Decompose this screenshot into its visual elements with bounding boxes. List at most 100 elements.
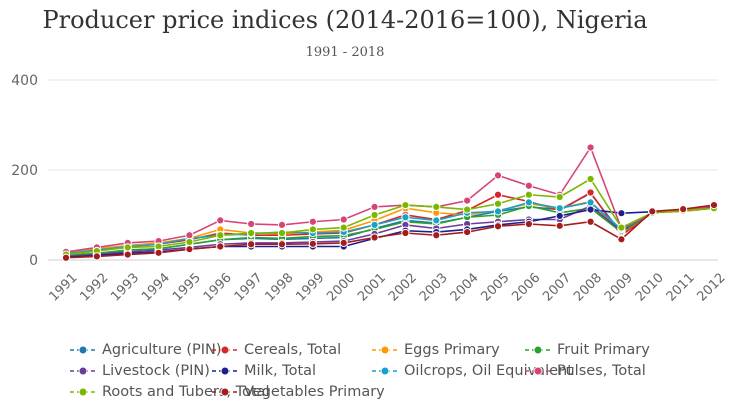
data-point[interactable] — [308, 217, 317, 226]
data-point[interactable] — [185, 237, 194, 247]
legend-item[interactable]: Vegetables Primary — [212, 384, 385, 400]
legend-item[interactable]: Fruit Primary — [525, 342, 650, 358]
data-point[interactable] — [493, 171, 503, 180]
data-point[interactable] — [555, 221, 564, 230]
legend-item[interactable]: Pulses, Total — [525, 363, 646, 379]
x-tick-label: 2012 — [695, 271, 729, 305]
x-tick-label: 2006 — [509, 271, 543, 305]
legend-label: Fruit Primary — [557, 342, 650, 358]
data-point[interactable] — [308, 239, 317, 248]
data-point[interactable] — [493, 190, 503, 199]
data-point[interactable] — [370, 233, 379, 242]
data-point[interactable] — [401, 201, 410, 210]
data-point[interactable] — [61, 253, 71, 262]
data-point[interactable] — [617, 235, 626, 244]
data-point[interactable] — [370, 210, 379, 220]
legend-label: Pulses, Total — [557, 363, 646, 379]
data-point[interactable] — [92, 252, 101, 261]
legend-label: Eggs Primary — [404, 342, 500, 358]
data-point[interactable] — [185, 231, 194, 240]
data-point[interactable] — [524, 198, 533, 207]
data-point[interactable] — [493, 207, 503, 216]
data-point[interactable] — [679, 205, 688, 214]
data-point[interactable] — [586, 143, 595, 152]
legend-item[interactable]: Cereals, Total — [212, 342, 341, 358]
legend-item[interactable]: Livestock (PIN) — [70, 363, 210, 379]
data-point[interactable] — [216, 242, 225, 251]
legend-label: Milk, Total — [244, 363, 317, 379]
legend-swatch-icon — [372, 345, 398, 355]
data-point[interactable] — [524, 219, 533, 229]
data-point[interactable] — [463, 205, 472, 214]
data-point[interactable] — [247, 240, 256, 249]
data-point[interactable] — [586, 205, 595, 214]
x-tick-label: 2010 — [633, 271, 667, 305]
data-point[interactable] — [586, 198, 595, 207]
data-point[interactable] — [123, 250, 132, 259]
data-point[interactable] — [555, 211, 564, 220]
legend-item[interactable]: Roots and Tubers, Total — [70, 384, 269, 400]
data-point[interactable] — [401, 228, 410, 238]
x-tick-label: 1996 — [201, 271, 235, 305]
data-point[interactable] — [493, 199, 503, 208]
data-point[interactable] — [339, 223, 348, 232]
x-tick-label: 1992 — [77, 271, 111, 305]
data-point[interactable] — [277, 228, 287, 238]
data-point[interactable] — [432, 202, 441, 211]
legend-item[interactable]: Oilcrops, Oil Equivalent — [372, 363, 573, 379]
data-point[interactable] — [648, 207, 657, 216]
chart-title: Producer price indices (2014-2016=100), … — [42, 6, 648, 34]
legend-swatch-icon — [212, 345, 238, 355]
data-point[interactable] — [709, 201, 719, 210]
x-tick-label: 2008 — [571, 271, 605, 305]
legend-label: Cereals, Total — [244, 342, 342, 358]
data-point[interactable] — [247, 228, 256, 238]
legend-item[interactable]: Eggs Primary — [372, 342, 500, 358]
data-point[interactable] — [555, 192, 564, 202]
data-point[interactable] — [617, 209, 626, 218]
data-point[interactable] — [432, 231, 441, 240]
data-point[interactable] — [463, 228, 472, 237]
data-point[interactable] — [463, 196, 472, 205]
x-tick-label: 2003 — [417, 271, 451, 305]
data-point[interactable] — [277, 240, 287, 249]
data-point[interactable] — [154, 248, 163, 257]
data-point[interactable] — [586, 188, 595, 197]
legend-swatch-icon — [70, 345, 96, 355]
data-point[interactable] — [586, 174, 595, 184]
data-point[interactable] — [524, 190, 533, 199]
legend-swatch-icon — [372, 366, 398, 376]
data-point[interactable] — [401, 213, 410, 222]
x-tick-label: 1997 — [232, 271, 266, 305]
series-roots-and-tubers-total — [61, 174, 719, 259]
data-point[interactable] — [586, 217, 595, 226]
x-tick-label: 2011 — [664, 271, 698, 305]
data-point[interactable] — [216, 231, 225, 240]
series-line — [65, 204, 715, 259]
data-point[interactable] — [432, 216, 441, 225]
x-tick-label: 1999 — [293, 271, 327, 305]
legend-label: Roots and Tubers, Total — [102, 384, 270, 400]
data-point[interactable] — [123, 243, 132, 252]
data-point[interactable] — [185, 245, 194, 254]
legend-label: Agriculture (PIN) — [102, 342, 222, 358]
data-point[interactable] — [339, 215, 348, 224]
legend-item[interactable]: Agriculture (PIN) — [70, 342, 222, 358]
data-point[interactable] — [339, 238, 348, 247]
data-point[interactable] — [370, 220, 379, 229]
y-tick-label: 200 — [11, 163, 38, 179]
legend-item[interactable]: Milk, Total — [212, 363, 316, 379]
data-point[interactable] — [216, 216, 225, 225]
data-point[interactable] — [617, 223, 626, 232]
x-tick-label: 2009 — [602, 271, 636, 305]
data-point[interactable] — [308, 225, 317, 234]
data-point[interactable] — [370, 202, 379, 211]
data-point[interactable] — [524, 181, 533, 190]
data-point[interactable] — [277, 220, 287, 229]
data-point[interactable] — [555, 204, 564, 213]
series-line — [65, 205, 715, 257]
x-tick-label: 2004 — [448, 271, 482, 305]
data-point[interactable] — [247, 219, 256, 229]
y-tick-label: 0 — [29, 253, 38, 269]
data-point[interactable] — [493, 222, 503, 231]
